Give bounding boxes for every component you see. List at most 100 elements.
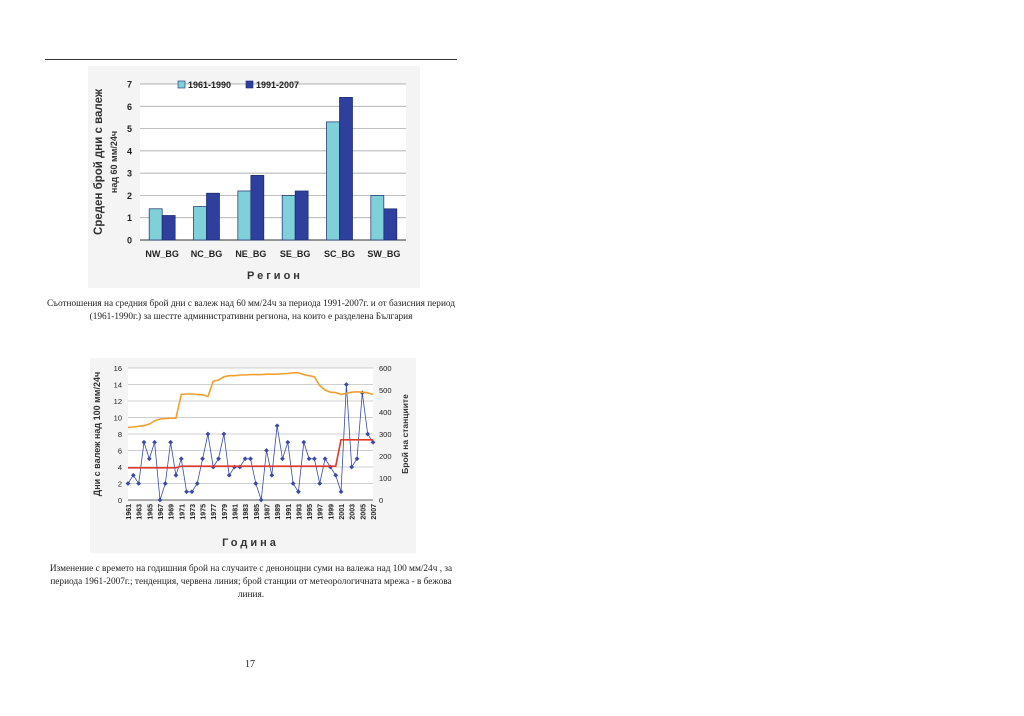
- y2-tick-label: 100: [379, 474, 392, 483]
- x-tick-label: 1999: [328, 504, 335, 520]
- point-events: [312, 456, 317, 462]
- x-tick-label: 2003: [350, 504, 357, 520]
- y-tick-label: 4: [127, 146, 132, 156]
- y-tick-label: 0: [118, 496, 122, 505]
- y2-tick-label: 400: [379, 408, 392, 417]
- x-tick-label: 1993: [296, 504, 303, 520]
- figure2-chart: 0 2 4 6 8 10 12 14 16 0 100 200 300 400 500 600 1961 1963…: [90, 358, 416, 553]
- y-tick-label: 3: [127, 169, 132, 179]
- y-tick-label: 16: [114, 364, 122, 373]
- y-tick-label: 8: [118, 430, 122, 439]
- x-tick-label: 2005: [360, 504, 367, 520]
- legend-label: 1961-1990: [188, 80, 231, 90]
- y-tick-label: 4: [118, 463, 122, 472]
- x-tick-label: 1981: [233, 504, 240, 520]
- y-tick-label: 2: [127, 191, 132, 201]
- y2-tick-label: 200: [379, 452, 392, 461]
- bar-SW_BG-1961-1990: [370, 195, 385, 241]
- figure1-chart: 0 1 2 3 4 5 6 7 NW_BG NC_BG NE_BG SE_BG SC_BG SW_BG Ре…: [88, 66, 420, 288]
- point-events: [322, 456, 328, 462]
- x-tick-label: 1995: [307, 504, 314, 520]
- x-tick-label: SW_BG: [367, 249, 400, 259]
- point-events: [317, 481, 323, 486]
- point-events: [157, 497, 163, 503]
- point-events: [269, 472, 275, 478]
- x-tick-label: 1977: [211, 504, 218, 520]
- y-tick-label: 7: [127, 80, 132, 90]
- page-number: 17: [245, 659, 255, 670]
- y-axis-title: Дни с валеж над 100 мм/24ч: [92, 372, 102, 496]
- y2-tick-label: 600: [379, 364, 392, 373]
- point-events: [338, 489, 344, 495]
- x-tick-label: 2007: [371, 504, 378, 520]
- x-axis-title: Година: [222, 537, 279, 549]
- point-events: [280, 456, 285, 462]
- header-rule: [45, 59, 457, 60]
- point-events: [333, 472, 339, 478]
- x-tick-label: 1973: [190, 504, 197, 520]
- x-tick-label: NW_BG: [145, 249, 179, 259]
- y2-tick-label: 300: [379, 430, 392, 439]
- x-tick-label: 1975: [201, 504, 208, 520]
- y2-tick-label: 500: [379, 386, 392, 395]
- y2-tick-label: 0: [379, 496, 383, 505]
- x-tick-label: 1985: [254, 504, 261, 520]
- point-events: [349, 464, 355, 470]
- x-tick-label: 1987: [264, 504, 271, 520]
- x-tick-label: 1989: [275, 504, 282, 520]
- bar-SC_BG-1991-2007: [339, 97, 353, 241]
- x-tick-label: 1961: [126, 504, 133, 520]
- point-events: [285, 439, 291, 445]
- bar-SC_BG-1961-1990: [326, 121, 340, 241]
- x-tick-label: 1971: [179, 504, 186, 520]
- figure2-caption: Изменение с времето на годишния брой на …: [49, 564, 453, 600]
- y-tick-label: 6: [118, 447, 122, 456]
- bar-NC_BG-1991-2007: [206, 192, 220, 241]
- point-events: [306, 456, 312, 462]
- point-events: [296, 489, 301, 495]
- x-tick-label: 1967: [158, 504, 165, 520]
- y-tick-label: 0: [127, 236, 132, 246]
- series-line-stations: [127, 372, 374, 429]
- x-axis-title: Регион: [247, 270, 303, 282]
- x-tick-label: 1979: [222, 504, 229, 520]
- x-tick-label: 1991: [286, 504, 293, 520]
- y-axis-title-line1: Среден брой дни с валеж: [93, 88, 105, 235]
- y-axis-title-line2: над 60 мм/24ч: [109, 131, 119, 193]
- point-events: [301, 439, 307, 445]
- point-events: [343, 382, 349, 387]
- y-tick-label: 1: [127, 213, 132, 223]
- figure1-caption: Съотношения на средния брой дни с валеж …: [46, 299, 456, 322]
- legend-swatch-1961-1990: [177, 80, 186, 89]
- x-tick-label: 1969: [169, 504, 176, 520]
- bar-SW_BG-1991-2007: [383, 208, 398, 241]
- bar-NW_BG-1961-1990: [148, 208, 163, 241]
- bar-NE_BG-1961-1990: [237, 190, 252, 241]
- y-tick-label: 12: [114, 397, 122, 406]
- legend-label: 1991-2007: [256, 80, 299, 90]
- bar-NE_BG-1991-2007: [250, 175, 265, 241]
- y-tick-label: 6: [127, 102, 132, 112]
- point-events: [370, 439, 376, 445]
- y-tick-label: 10: [114, 414, 122, 423]
- y-tick-label: 2: [118, 480, 122, 489]
- bar-chart-svg: 0 1 2 3 4 5 6 7 NW_BG NC_BG NE_BG SE_BG SC_BG SW_BG Ре…: [93, 80, 406, 282]
- x-tick-label: SC_BG: [324, 249, 355, 259]
- bar-SE_BG-1961-1990: [281, 195, 296, 241]
- x-tick-label: 1983: [243, 504, 250, 520]
- x-tick-label: NE_BG: [235, 249, 266, 259]
- x-tick-label: NC_BG: [191, 249, 223, 259]
- plot-area: [140, 84, 406, 240]
- bar-NW_BG-1991-2007: [161, 215, 176, 241]
- x-tick-label: 1965: [147, 504, 154, 520]
- x-tick-label: 2001: [339, 504, 346, 520]
- point-events: [365, 431, 371, 437]
- bar-NC_BG-1961-1990: [193, 206, 207, 241]
- point-events: [274, 423, 280, 429]
- series-line-trend: [128, 439, 373, 469]
- legend-swatch-1991-2007: [245, 80, 254, 89]
- y-tick-label: 5: [127, 124, 132, 134]
- x-tick-label: 1963: [137, 504, 144, 520]
- y2-axis-title: Брой на станциите: [400, 394, 410, 474]
- bar-SE_BG-1991-2007: [294, 190, 309, 241]
